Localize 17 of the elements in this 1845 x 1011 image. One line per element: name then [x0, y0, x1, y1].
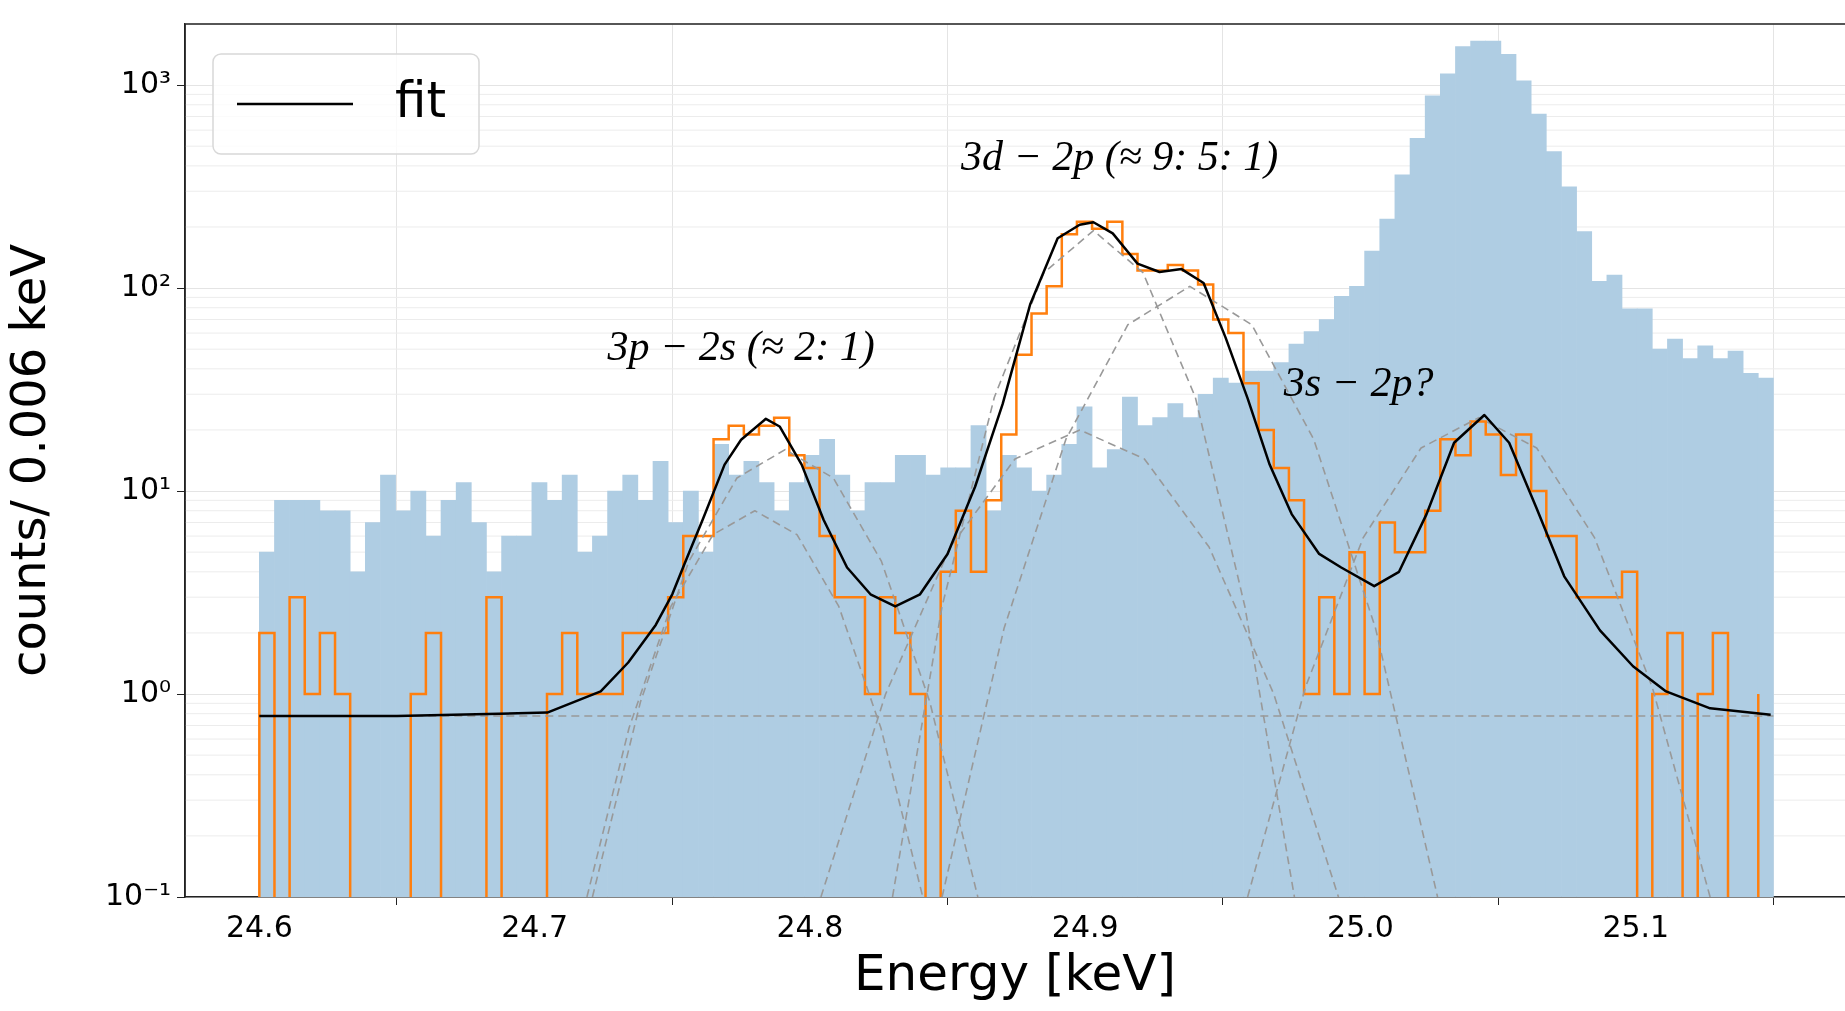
x-tick-label: 25.0: [1327, 908, 1394, 944]
x-tick-label: 24.9: [1051, 908, 1119, 944]
annotation: 3s − 2p?: [1282, 358, 1434, 405]
x-tick-label: 24.8: [776, 908, 844, 944]
annotation: 3d − 2p (≈ 9: 5: 1): [959, 133, 1279, 181]
annotation: 3p − 2s (≈ 2: 1): [606, 322, 875, 370]
y-tick-label: 10³: [120, 64, 171, 100]
y-tick-label: 10¹: [120, 470, 171, 506]
x-tick-label: 25.1: [1602, 908, 1670, 944]
y-tick-label: 10⁻¹: [104, 876, 171, 912]
x-tick-label: 24.7: [501, 908, 569, 944]
y-tick-label: 10²: [120, 267, 171, 303]
x-axis-title: Energy [keV]: [853, 943, 1177, 1002]
x-tick-label: 24.6: [225, 908, 293, 944]
legend-label: fit: [395, 70, 447, 129]
y-axis-title: counts/ 0.006 keV: [0, 243, 57, 677]
y-tick-label: 10⁰: [120, 673, 171, 709]
